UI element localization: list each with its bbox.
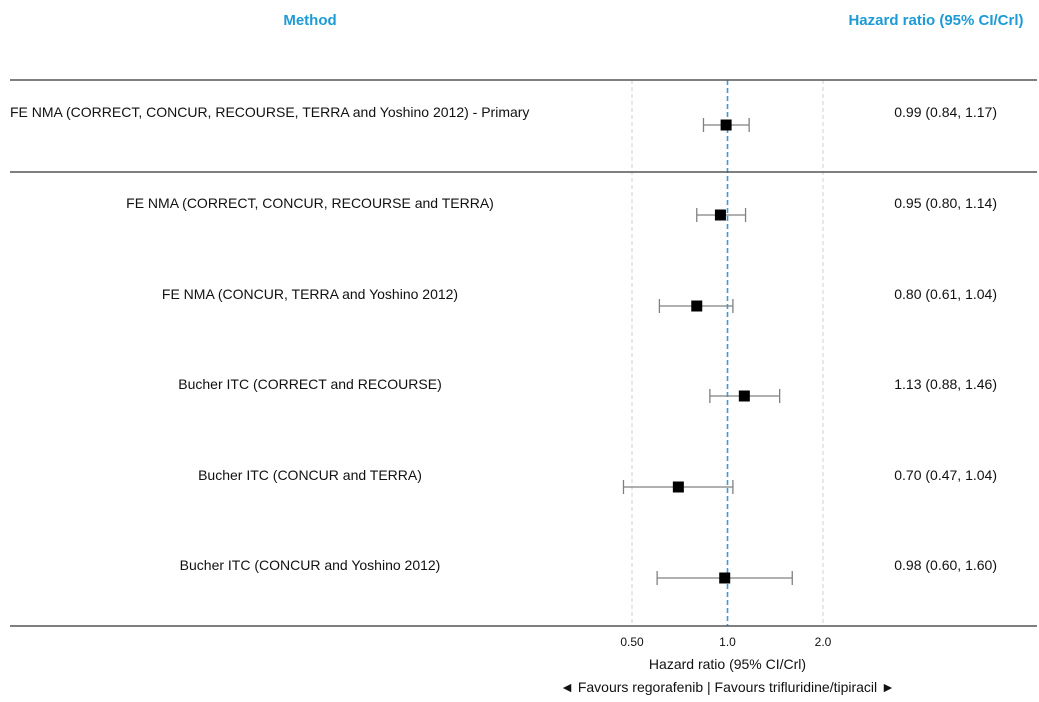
row-label: Bucher ITC (CORRECT and RECOURSE)	[178, 376, 441, 392]
direction-note: ◄ Favours regorafenib | Favours trifluri…	[560, 679, 895, 695]
row-estimate-text: 0.98 (0.60, 1.60)	[894, 557, 997, 573]
row-estimate-text: 1.13 (0.88, 1.46)	[894, 376, 997, 392]
point-estimate-marker	[738, 390, 750, 402]
x-tick-label: 1.0	[719, 635, 736, 649]
row-label: Bucher ITC (CONCUR and Yoshino 2012)	[180, 557, 441, 573]
row-estimate-text: 0.70 (0.47, 1.04)	[894, 467, 997, 483]
point-estimate-marker	[691, 300, 703, 312]
estimate-column-header: Hazard ratio (95% CI/Crl)	[848, 12, 1023, 29]
point-estimate-marker	[720, 119, 732, 131]
row-label: FE NMA (CORRECT, CONCUR, RECOURSE, TERRA…	[10, 104, 529, 120]
row-estimate-text: 0.99 (0.84, 1.17)	[894, 104, 997, 120]
method-column-header: Method	[283, 12, 336, 29]
x-tick-label: 2.0	[815, 635, 832, 649]
x-tick-label: 0.50	[620, 635, 644, 649]
row-label: FE NMA (CORRECT, CONCUR, RECOURSE and TE…	[126, 195, 494, 211]
row-label: Bucher ITC (CONCUR and TERRA)	[198, 467, 422, 483]
row-estimate-text: 0.95 (0.80, 1.14)	[894, 195, 997, 211]
row-estimate-text: 0.80 (0.61, 1.04)	[894, 286, 997, 302]
point-estimate-marker	[714, 209, 726, 221]
row-label: FE NMA (CONCUR, TERRA and Yoshino 2012)	[162, 286, 458, 302]
x-axis-label: Hazard ratio (95% CI/Crl)	[649, 656, 806, 672]
point-estimate-marker	[719, 572, 731, 584]
point-estimate-marker	[672, 481, 684, 493]
